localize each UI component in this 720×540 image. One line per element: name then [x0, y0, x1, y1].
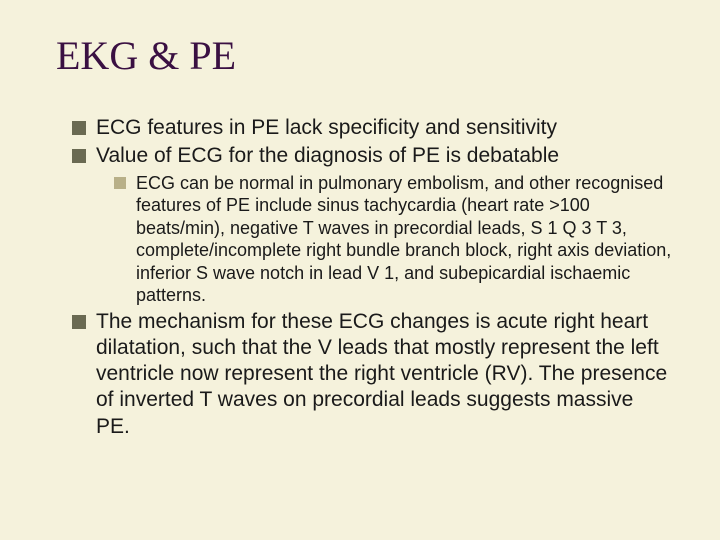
square-bullet-icon — [72, 315, 86, 329]
square-bullet-icon — [72, 149, 86, 163]
list-item-text: The mechanism for these ECG changes is a… — [96, 309, 672, 440]
list-item-text: ECG features in PE lack specificity and … — [96, 115, 557, 141]
list-item-text: Value of ECG for the diagnosis of PE is … — [96, 143, 559, 169]
slide-title: EKG & PE — [56, 32, 672, 79]
list-item: ECG features in PE lack specificity and … — [72, 115, 672, 141]
list-item-text: ECG can be normal in pulmonary embolism,… — [136, 172, 672, 307]
list-item: ECG can be normal in pulmonary embolism,… — [114, 172, 672, 307]
square-bullet-icon — [72, 121, 86, 135]
list-item: The mechanism for these ECG changes is a… — [72, 309, 672, 440]
square-bullet-icon — [114, 177, 126, 189]
list-item: Value of ECG for the diagnosis of PE is … — [72, 143, 672, 169]
